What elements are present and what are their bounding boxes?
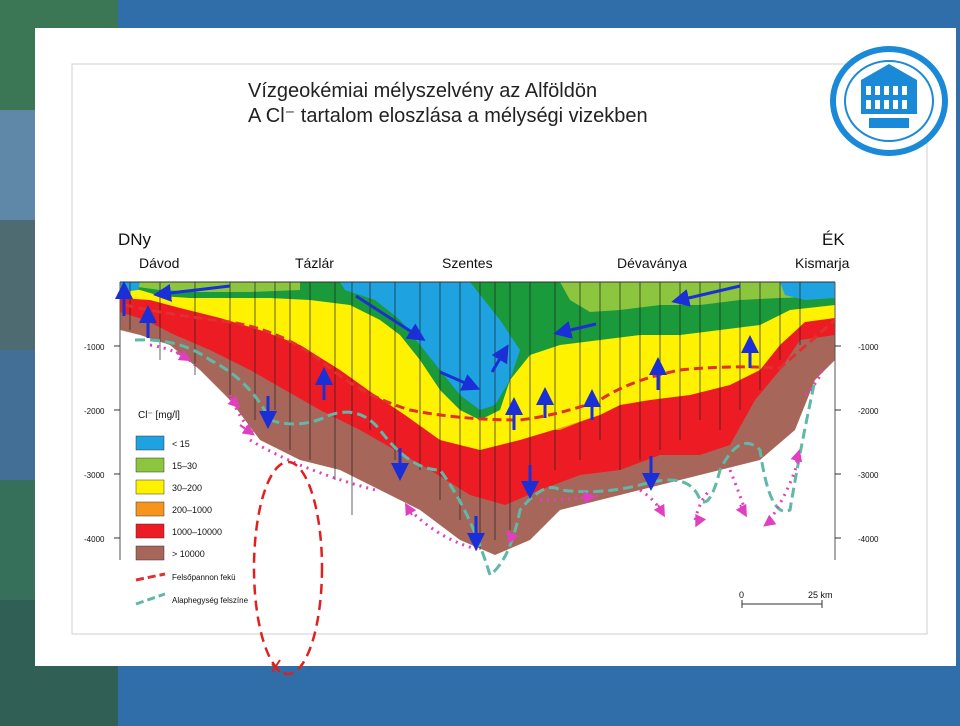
depth-label-right-2000: -2000 (858, 407, 879, 416)
depth-label-right-1000: -1000 (858, 343, 879, 352)
highlight-ellipse (252, 460, 324, 676)
depth-label-right-4000: -4000 (858, 535, 879, 544)
town-szentes: Szentes (442, 255, 493, 271)
depth-label-left-1000: -1000 (84, 343, 105, 352)
direction-right: ÉK (822, 230, 845, 249)
institute-seal-logo (830, 46, 948, 156)
town-kismarja: Kismarja (795, 255, 850, 271)
legend-line-label-1: Alaphegység felszíne (172, 596, 249, 605)
legend-label-5: > 10000 (172, 549, 205, 559)
depth-label-right-3000: -3000 (858, 471, 879, 480)
town-tazlar: Tázlár (295, 255, 334, 271)
title-line-1: Vízgeokémiai mélyszelvény az Alföldön (248, 80, 598, 102)
flow-arrows (115, 281, 759, 551)
scale-bar (741, 600, 823, 608)
felsopannon-line (124, 303, 836, 422)
boreholes (129, 282, 801, 550)
scale-start: 0 (739, 590, 744, 600)
depth-label-left-4000: -4000 (84, 535, 105, 544)
diagram-title: Vízgeokémiai mélyszelvény az Alföldön A … (248, 79, 748, 129)
direction-left: DNy (118, 230, 152, 249)
town-devavanya: Dévaványa (617, 255, 688, 271)
title-line-2: A Cl⁻ tartalom eloszlása a mélységi vize… (248, 105, 648, 127)
legend-label-2: 30–200 (172, 483, 202, 493)
depth-label-left-2000: -2000 (84, 407, 105, 416)
alaphegyseg-line (134, 338, 817, 578)
legend-label-4: 1000–10000 (172, 527, 222, 537)
legend-label-0: < 15 (172, 439, 190, 449)
legend-label-3: 200–1000 (172, 505, 212, 515)
legend-line-label-0: Felsőpannon fekü (172, 573, 236, 582)
magenta-arrowheads (175, 349, 803, 544)
legend-label-1: 15–30 (172, 461, 197, 471)
town-davod: Dávod (139, 255, 180, 271)
scale-end: 25 km (808, 590, 833, 600)
depth-ticks (114, 345, 841, 539)
legend-swatches (135, 435, 166, 606)
depth-label-left-3000: -3000 (84, 471, 105, 480)
legend-title: Cl⁻ [mg/l] (138, 410, 180, 421)
